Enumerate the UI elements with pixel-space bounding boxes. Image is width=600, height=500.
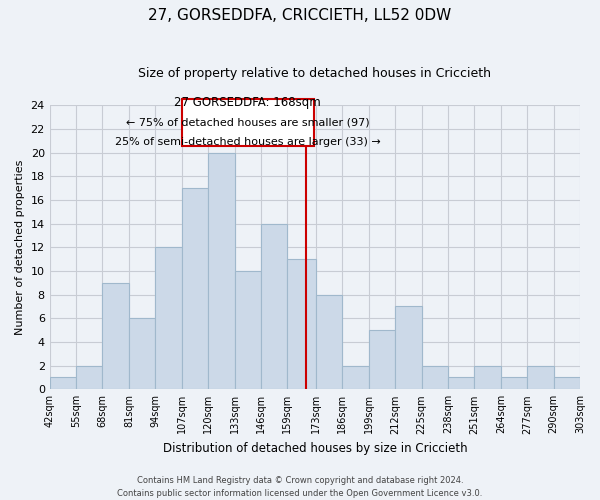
Bar	[76, 366, 103, 390]
Bar	[103, 283, 129, 390]
Text: 27 GORSEDDFA: 168sqm: 27 GORSEDDFA: 168sqm	[175, 96, 321, 109]
Bar	[554, 378, 580, 390]
Bar	[182, 100, 314, 146]
Bar	[448, 378, 475, 390]
Bar	[527, 366, 554, 390]
Text: Contains HM Land Registry data © Crown copyright and database right 2024.
Contai: Contains HM Land Registry data © Crown c…	[118, 476, 482, 498]
Bar	[422, 366, 448, 390]
Bar	[501, 378, 527, 390]
X-axis label: Distribution of detached houses by size in Criccieth: Distribution of detached houses by size …	[163, 442, 467, 455]
Bar	[395, 306, 422, 390]
Text: 25% of semi-detached houses are larger (33) →: 25% of semi-detached houses are larger (…	[115, 138, 380, 147]
Bar	[235, 271, 261, 390]
Bar	[155, 248, 182, 390]
Bar	[261, 224, 287, 390]
Bar	[342, 366, 368, 390]
Title: Size of property relative to detached houses in Criccieth: Size of property relative to detached ho…	[139, 68, 491, 80]
Bar	[208, 152, 235, 390]
Text: ← 75% of detached houses are smaller (97): ← 75% of detached houses are smaller (97…	[126, 118, 370, 128]
Bar	[475, 366, 501, 390]
Bar	[287, 259, 316, 390]
Y-axis label: Number of detached properties: Number of detached properties	[15, 160, 25, 335]
Bar	[129, 318, 155, 390]
Bar	[368, 330, 395, 390]
Bar	[182, 188, 208, 390]
Text: 27, GORSEDDFA, CRICCIETH, LL52 0DW: 27, GORSEDDFA, CRICCIETH, LL52 0DW	[148, 8, 452, 22]
Bar	[50, 378, 76, 390]
Bar	[316, 294, 342, 390]
